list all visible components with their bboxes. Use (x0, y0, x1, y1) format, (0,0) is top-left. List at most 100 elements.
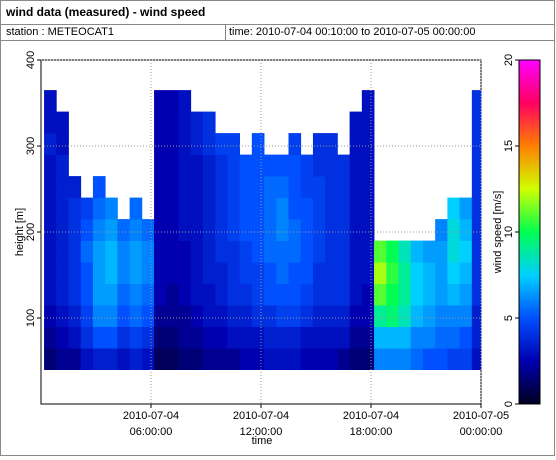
heat-cell (227, 348, 241, 370)
heat-cell (141, 262, 155, 284)
heat-cell (68, 262, 82, 284)
heat-cell (325, 219, 338, 241)
heat-cell (288, 348, 302, 370)
heat-cell (44, 154, 57, 177)
heat-cell (190, 262, 204, 284)
heat-cell (288, 197, 302, 220)
heat-cell (92, 240, 106, 263)
heat-cell (129, 305, 143, 327)
heat-cell (227, 326, 241, 349)
heat-cell (202, 240, 216, 263)
heat-cell (349, 219, 363, 241)
heat-cell (154, 90, 167, 112)
heat-cell (288, 283, 302, 306)
x-tick-label: 2010-07-04 18:00:00 (343, 410, 399, 438)
heat-cell (166, 176, 179, 198)
heat-cell (386, 283, 399, 306)
heat-cell (349, 283, 363, 306)
heat-cell (92, 219, 106, 241)
heat-cell (215, 326, 228, 349)
heat-cell (117, 240, 131, 263)
heat-cell (141, 326, 155, 349)
time-range: time: 2010-07-04 00:10:00 to 2010-07-05 … (229, 26, 475, 38)
colorbar-tick-label: 15 (503, 140, 515, 152)
heat-cell (435, 283, 448, 306)
heat-cell (215, 197, 228, 220)
heat-cell (447, 348, 461, 370)
heat-cell (105, 219, 118, 241)
heat-cell (447, 219, 461, 241)
heat-cell (190, 176, 204, 198)
heat-cell (264, 262, 277, 284)
heat-cell (166, 219, 179, 241)
heat-cell (447, 262, 461, 284)
heat-cell (337, 176, 351, 198)
heat-cell (227, 133, 241, 155)
heat-cell (349, 133, 363, 155)
heat-cell (215, 154, 228, 177)
heat-cell (361, 305, 375, 327)
heat-cell (422, 326, 436, 349)
heat-cell (92, 326, 106, 349)
colorbar-tick-label: 10 (503, 226, 515, 238)
heat-cell (178, 283, 192, 306)
heat-cell (68, 283, 82, 306)
heat-cell (361, 176, 375, 198)
heat-cell (422, 283, 436, 306)
heat-cell (300, 262, 314, 284)
heat-cell (154, 176, 167, 198)
heat-cell (117, 262, 131, 284)
heat-cell (56, 133, 69, 155)
heat-cell (202, 348, 216, 370)
heat-cell (447, 305, 461, 327)
heat-cell (178, 326, 192, 349)
heat-cell (117, 326, 131, 349)
heat-cell (325, 176, 338, 198)
heat-cell (459, 240, 473, 263)
heat-cell (166, 262, 179, 284)
heat-cell (386, 262, 399, 284)
heat-cell (105, 348, 118, 370)
heat-cell (117, 283, 131, 306)
heat-cell (190, 348, 204, 370)
heat-cell (264, 326, 277, 349)
heat-cell (251, 262, 265, 284)
heat-cell (325, 283, 338, 306)
heat-cell (202, 111, 216, 134)
heat-cell (337, 219, 351, 241)
heat-cell (325, 305, 338, 327)
heat-cell (190, 197, 204, 220)
heat-cell (56, 111, 69, 134)
heat-cell (349, 197, 363, 220)
heat-cell (337, 348, 351, 370)
heat-cell (471, 197, 482, 220)
heat-cell (471, 262, 482, 284)
heat-cell (227, 197, 241, 220)
heat-cell (276, 262, 289, 284)
heat-cell (410, 305, 424, 327)
heat-cell (44, 348, 57, 370)
heat-cell (471, 283, 482, 306)
heat-cell (202, 219, 216, 241)
heat-cell (178, 111, 192, 134)
heat-cell (227, 283, 241, 306)
heat-cell (374, 326, 387, 349)
heat-cell (44, 326, 57, 349)
heat-cell (410, 283, 424, 306)
heat-cell (264, 154, 277, 177)
heat-cell (44, 262, 57, 284)
heat-cell (459, 326, 473, 349)
heat-cell (105, 262, 118, 284)
heat-cell (361, 326, 375, 349)
heat-cell (361, 240, 375, 263)
heat-cell (92, 305, 106, 327)
heat-cell (337, 305, 351, 327)
heat-cell (44, 305, 57, 327)
heat-cell (251, 305, 265, 327)
heat-cell (190, 154, 204, 177)
heat-cell (251, 348, 265, 370)
heat-cell (288, 326, 302, 349)
heat-cell (80, 283, 94, 306)
heat-cell (361, 348, 375, 370)
heat-cell (300, 240, 314, 263)
